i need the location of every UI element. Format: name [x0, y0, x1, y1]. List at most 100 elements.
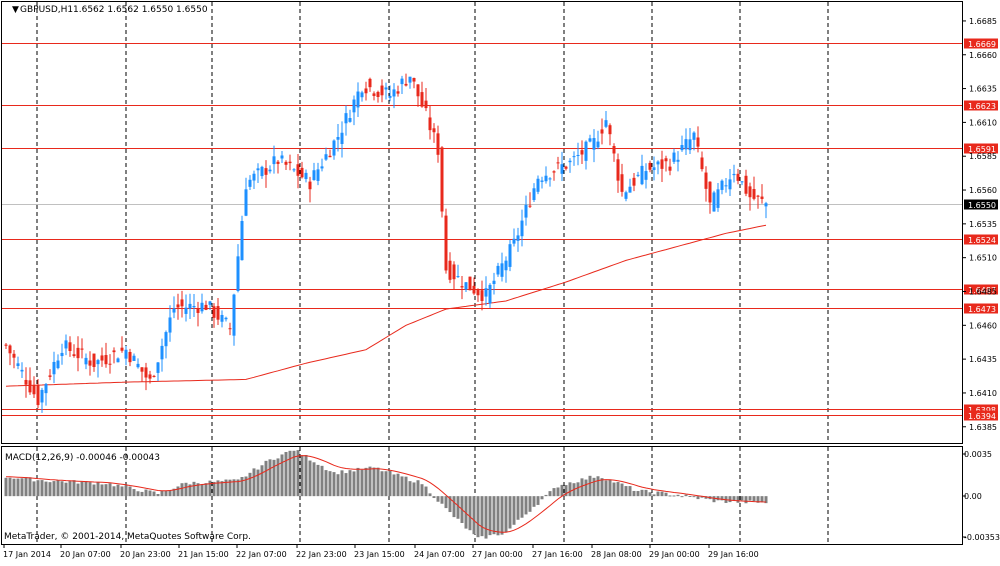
candle-body [668, 166, 672, 171]
macd-bar [424, 486, 428, 497]
macd-bar [376, 467, 380, 497]
macd-bar [752, 496, 756, 502]
macd-bar [120, 486, 124, 497]
macd-bar [588, 475, 592, 497]
candle-body [32, 385, 36, 395]
macd-bar [96, 482, 100, 497]
candle-body [696, 137, 700, 147]
macd-bar [496, 496, 500, 536]
candle-body [428, 117, 432, 131]
macd-bar [132, 489, 136, 497]
candle-body [64, 340, 68, 349]
candle [704, 166, 708, 202]
candle-body [128, 352, 132, 363]
candle [672, 148, 676, 164]
macd-bar [640, 489, 644, 497]
macd-bar [604, 480, 608, 497]
candle [712, 190, 716, 212]
candle [112, 347, 116, 364]
candle-body [192, 305, 196, 308]
candle-body [112, 350, 116, 353]
macd-bar [452, 496, 456, 518]
candle-body [68, 342, 72, 351]
candle [260, 165, 264, 179]
price-tick-label: 1.6585 [969, 152, 997, 161]
level-tag [964, 38, 998, 49]
price-tick-label: 1.6610 [969, 118, 997, 127]
macd-bar [636, 491, 640, 497]
candle-body [444, 215, 448, 271]
candle-body [752, 189, 756, 199]
candle-body [240, 221, 244, 261]
candle [560, 151, 564, 181]
macd-bar [416, 480, 420, 497]
candle [640, 154, 644, 186]
macd-bar [88, 482, 92, 497]
macd-bar [216, 480, 220, 497]
candle [716, 182, 720, 212]
macd-bar [164, 490, 168, 497]
candle-body [124, 349, 128, 359]
macd-bar [356, 467, 360, 497]
candle [388, 85, 392, 102]
macd-bar [500, 496, 504, 535]
macd-bar [180, 483, 184, 497]
candle [568, 158, 572, 173]
candle-body [504, 260, 508, 271]
candle [756, 194, 760, 209]
candle-body [544, 175, 548, 182]
candle [524, 195, 528, 226]
candle-body [272, 156, 276, 165]
level-tag [964, 100, 998, 111]
candle-body [136, 363, 140, 368]
time-tick-label: 23 Jan 15:00 [354, 550, 405, 559]
candle [612, 143, 616, 162]
candle [48, 369, 52, 381]
candle-body [228, 328, 232, 330]
candle [256, 163, 260, 184]
macd-bar [320, 465, 324, 497]
candle [28, 367, 32, 395]
macd-bar [268, 459, 272, 497]
candle [368, 77, 372, 92]
macd-bar [368, 466, 372, 497]
level-tag [964, 143, 998, 154]
candle [632, 173, 636, 192]
candle [532, 183, 536, 203]
candle-body [384, 87, 388, 90]
candle-body [276, 161, 280, 164]
candle-body [4, 344, 8, 346]
candle [4, 343, 8, 350]
candle [444, 208, 448, 274]
level-label: 1.6669 [968, 40, 996, 49]
candle-body [24, 379, 28, 385]
macd-bar [152, 491, 156, 497]
macd-bar [700, 496, 704, 498]
macd-bar [232, 479, 236, 497]
price-pane-frame [1, 1, 963, 444]
candle [600, 118, 604, 145]
macd-series [4, 450, 768, 539]
candle-body [364, 88, 368, 94]
candle-body [88, 360, 92, 366]
candle [52, 351, 56, 384]
candle-body [620, 174, 624, 192]
candle [268, 165, 272, 174]
macd-bar [48, 482, 52, 497]
candle [552, 170, 556, 181]
macd-bar [252, 468, 256, 497]
candle [664, 155, 668, 172]
macd-bar [156, 494, 160, 497]
candle [492, 272, 496, 295]
candle-body [532, 188, 536, 201]
candle [324, 147, 328, 161]
price-tick-label: 1.6510 [969, 254, 997, 263]
symbol-triangle-icon[interactable]: ▼ [12, 5, 19, 15]
candle [644, 163, 648, 189]
macd-bar [52, 481, 56, 497]
candle [460, 276, 464, 300]
macd-bar [204, 483, 208, 497]
candle [288, 154, 292, 171]
